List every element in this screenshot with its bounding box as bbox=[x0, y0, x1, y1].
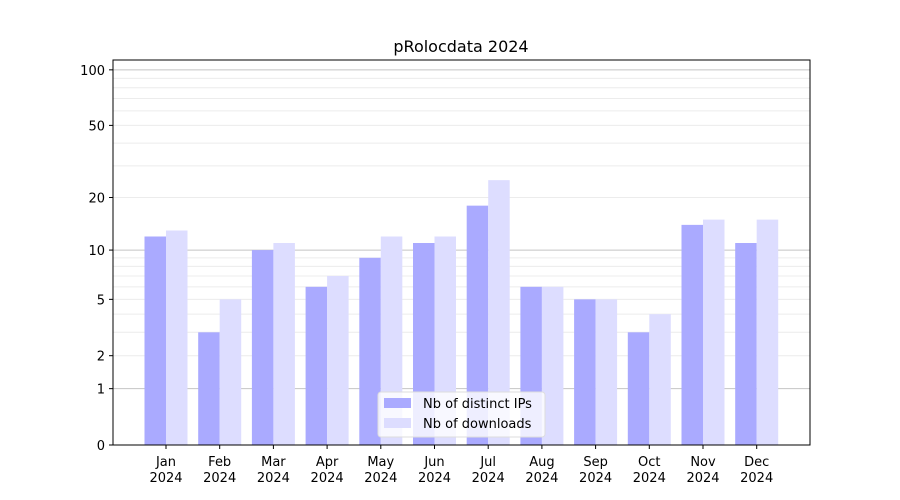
y-tick-label: 5 bbox=[97, 293, 105, 308]
bar-downloads bbox=[756, 219, 779, 445]
x-tick-label-line: 2024 bbox=[203, 471, 236, 486]
x-tick-label-line: 2024 bbox=[472, 471, 505, 486]
x-tick-label-line: Feb bbox=[208, 455, 231, 470]
y-tick-label: 10 bbox=[88, 244, 105, 259]
x-tick-label-line: Aug bbox=[529, 455, 554, 470]
x-tick-label-line: Apr bbox=[316, 455, 339, 470]
legend-swatch bbox=[384, 398, 411, 408]
x-tick-label-line: 2024 bbox=[311, 471, 344, 486]
x-tick-label-line: 2024 bbox=[257, 471, 290, 486]
bar-distinct-ips bbox=[681, 224, 703, 445]
x-tick-label: Jul 2024 bbox=[472, 455, 505, 486]
x-tick-label-line: 2024 bbox=[364, 471, 397, 486]
y-tick-label: 1 bbox=[97, 383, 105, 398]
bar-downloads bbox=[541, 286, 564, 445]
bar-downloads bbox=[595, 299, 618, 445]
y-tick-label: 0 bbox=[97, 439, 105, 454]
bar-distinct-ips bbox=[627, 332, 650, 445]
x-tick-label-line: Dec bbox=[744, 455, 769, 470]
chart-title: pRolocdata 2024 bbox=[393, 37, 528, 56]
x-tick-label-line: Oct bbox=[638, 455, 660, 470]
x-tick-label-line: Jul bbox=[479, 455, 496, 470]
x-tick-label: Mar 2024 bbox=[257, 455, 290, 486]
y-tick-label: 100 bbox=[80, 64, 105, 79]
bar-distinct-ips bbox=[466, 205, 489, 445]
x-tick-label-line: 2024 bbox=[149, 471, 182, 486]
bar-downloads bbox=[327, 275, 349, 445]
x-tick-label-line: Sep bbox=[583, 455, 608, 470]
bar-distinct-ips bbox=[735, 243, 757, 445]
x-tick-label-line: 2024 bbox=[418, 471, 451, 486]
x-tick-label: Aug 2024 bbox=[525, 455, 558, 486]
legend-box bbox=[377, 391, 546, 438]
bar-distinct-ips bbox=[574, 299, 596, 445]
x-tick-label-line: May bbox=[367, 455, 394, 470]
bar-downloads bbox=[649, 314, 671, 445]
legend-swatch bbox=[384, 418, 411, 428]
x-tick-label: Dec 2024 bbox=[740, 455, 773, 486]
bar-distinct-ips bbox=[305, 286, 328, 445]
y-axis: 0 1 2 5 10 20 50 100 bbox=[80, 64, 113, 454]
bar-distinct-ips bbox=[198, 332, 220, 445]
x-tick-label-line: Nov bbox=[690, 455, 716, 470]
x-tick-label-line: Jan bbox=[155, 455, 176, 470]
x-tick-label-line: Mar bbox=[261, 455, 286, 470]
x-tick-label-line: 2024 bbox=[740, 471, 773, 486]
bar-distinct-ips bbox=[359, 257, 381, 445]
x-tick-label: Nov 2024 bbox=[686, 455, 719, 486]
y-tick-label: 2 bbox=[97, 350, 105, 365]
bar-distinct-ips bbox=[251, 250, 274, 445]
bar-downloads bbox=[273, 243, 295, 445]
legend: Nb of distinct IPs Nb of downloads bbox=[377, 391, 546, 438]
legend-label: Nb of distinct IPs bbox=[423, 397, 532, 412]
y-tick-label: 20 bbox=[88, 192, 105, 207]
x-tick-label: Apr 2024 bbox=[311, 455, 344, 486]
x-tick-label: May 2024 bbox=[364, 455, 397, 486]
x-tick-label-line: Jun bbox=[423, 455, 444, 470]
axes-frame bbox=[112, 59, 811, 446]
bar-downloads bbox=[219, 299, 242, 445]
x-tick-label: Jan 2024 bbox=[149, 455, 182, 486]
x-tick-label-line: 2024 bbox=[579, 471, 612, 486]
x-tick-label: Jun 2024 bbox=[418, 455, 451, 486]
x-tick-label-line: 2024 bbox=[686, 471, 719, 486]
x-tick-label-line: 2024 bbox=[633, 471, 666, 486]
bar-downloads bbox=[166, 230, 188, 445]
x-tick-label-line: 2024 bbox=[525, 471, 558, 486]
x-tick-label: Sep 2024 bbox=[579, 455, 612, 486]
grid-lines bbox=[113, 69, 810, 390]
bar-downloads bbox=[488, 180, 510, 445]
x-tick-label: Oct 2024 bbox=[633, 455, 666, 486]
bar-downloads bbox=[703, 219, 725, 445]
bar-distinct-ips bbox=[144, 236, 166, 445]
y-tick-label: 50 bbox=[88, 119, 105, 134]
x-tick-label: Feb 2024 bbox=[203, 455, 236, 486]
legend-label: Nb of downloads bbox=[423, 417, 532, 432]
